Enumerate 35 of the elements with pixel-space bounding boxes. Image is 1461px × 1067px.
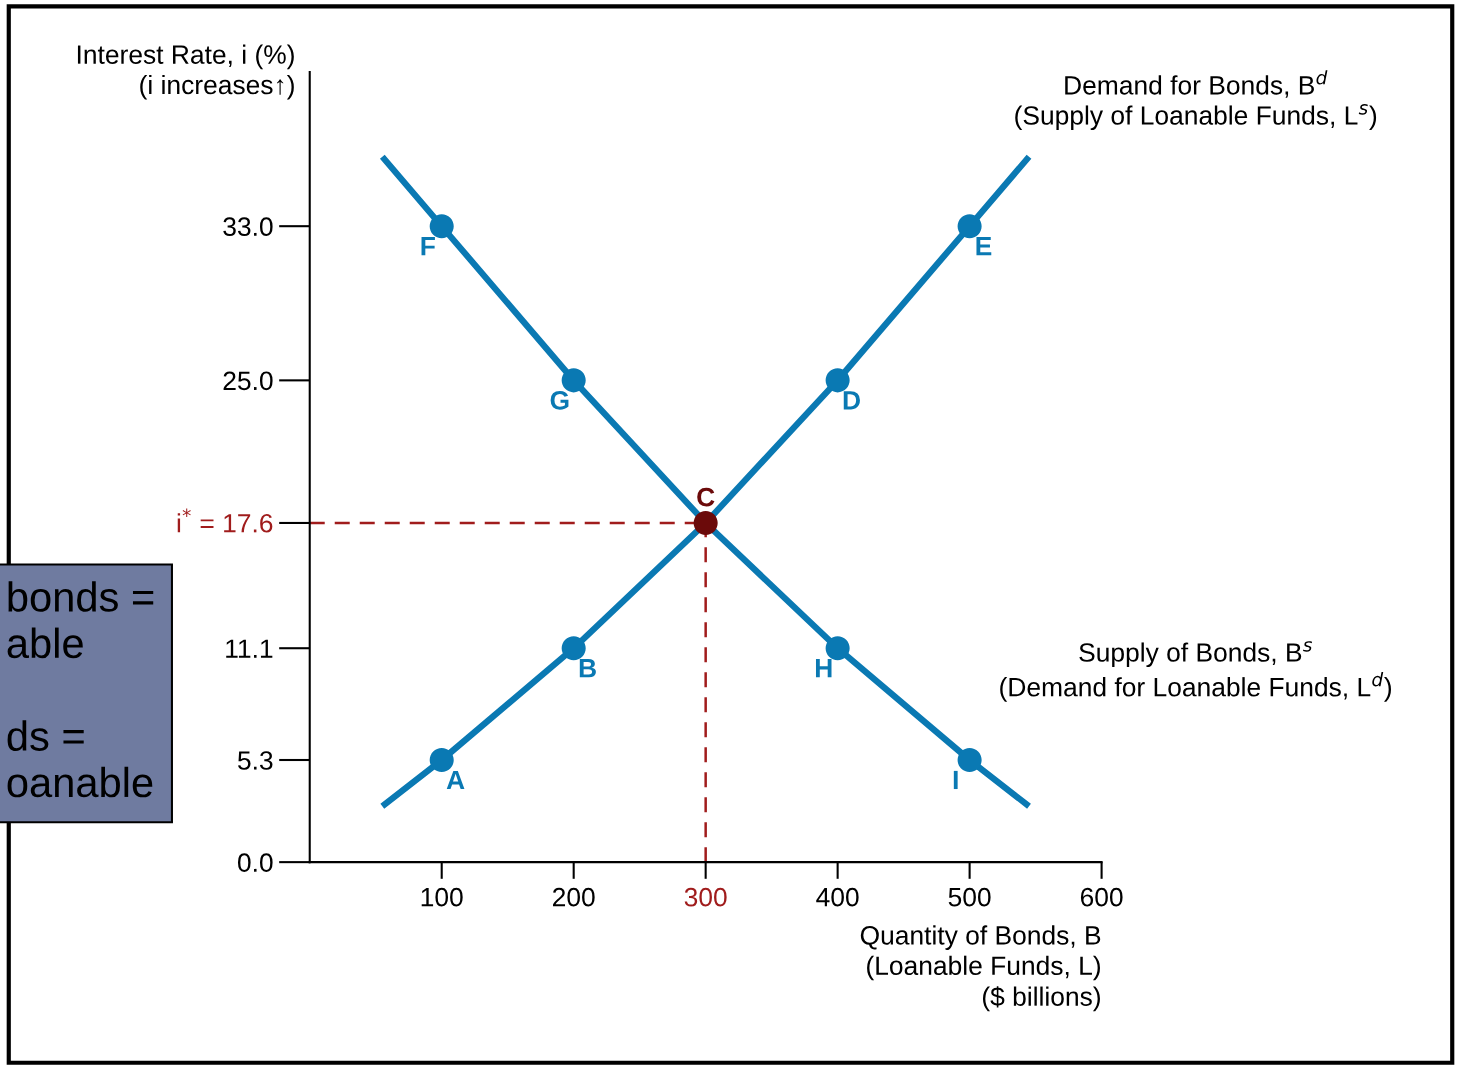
x-tick-label: 600 — [1080, 887, 1123, 907]
y-tick-label: 33.0 — [223, 217, 273, 237]
y-tick-label: i$^{*}$ = 17.6 — [177, 508, 273, 533]
y-axis-title: Interest Rate, i (%) (i increases↑) — [77, 44, 294, 100]
y-tick-label: 0.0 — [237, 853, 273, 872]
annotation: I — [953, 770, 958, 790]
point — [693, 510, 718, 535]
point — [825, 636, 850, 661]
annotation: B — [579, 659, 596, 678]
x-tick-label: 200 — [553, 887, 595, 907]
annotation: F — [421, 237, 435, 256]
x-tick-label: 100 — [421, 887, 463, 907]
annotation: C — [697, 487, 715, 507]
annotation: D — [843, 391, 860, 410]
y-tick-label: 25.0 — [223, 371, 273, 391]
text: bonds = able ds = oanable — [7, 581, 154, 798]
x-axis-title: Quantity of Bonds, B (Loanable Funds, L) ($ billions) — [860, 925, 1101, 1012]
point — [429, 214, 454, 239]
point — [561, 636, 586, 661]
point — [957, 214, 982, 239]
y-tick-label: 11.1 — [226, 639, 273, 658]
point — [825, 368, 850, 393]
annotation: A — [446, 770, 465, 790]
x-tick-label: 300 — [684, 887, 727, 907]
x-tick-label: 500 — [948, 887, 991, 907]
point — [957, 747, 982, 773]
y-tick-label: 5.3 — [238, 751, 273, 770]
x-tick-label: 400 — [816, 887, 859, 907]
annotation: G — [550, 390, 569, 410]
annotation: E — [976, 237, 992, 256]
point — [429, 747, 454, 773]
annotation: H — [815, 659, 832, 678]
series-label: Demand for Bonds, B$^{d}$ (Supply of Loanable Funds, L$^{s}$) — [1015, 70, 1377, 131]
point — [561, 368, 586, 393]
text: Supply of Bonds, B$^{s}$ (Demand for Loanable Funds, L$^{d}$) — [1000, 641, 1391, 702]
